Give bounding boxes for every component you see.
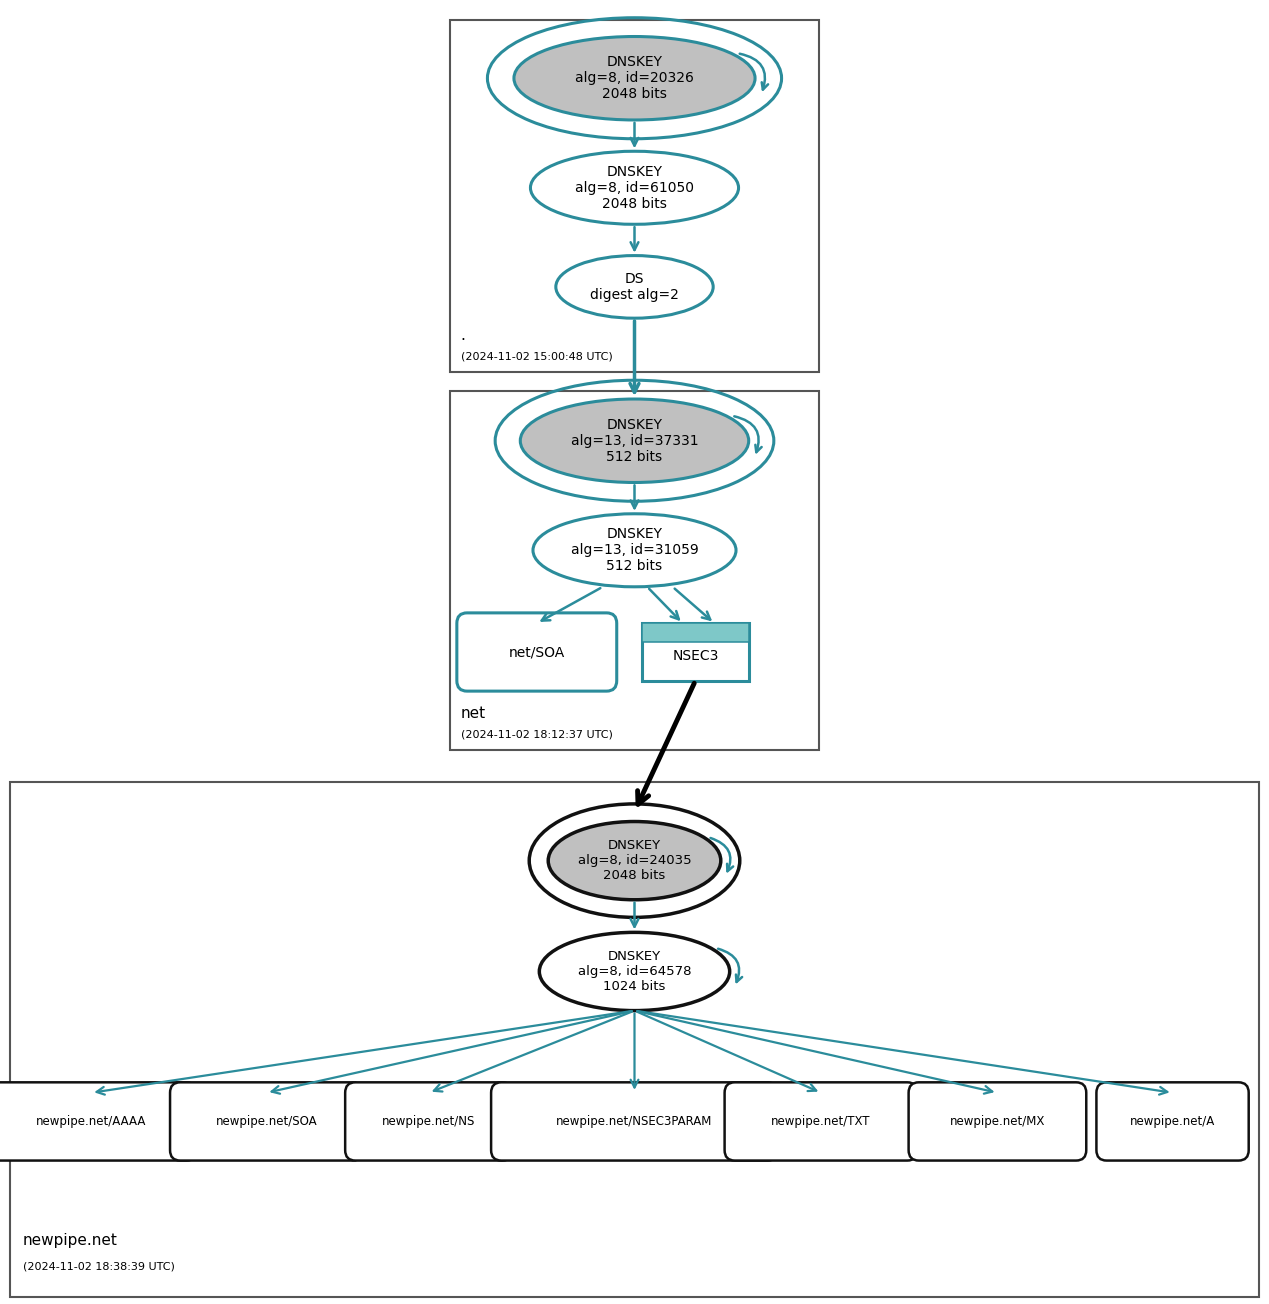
FancyBboxPatch shape: [909, 1082, 1086, 1161]
Text: newpipe.net/SOA: newpipe.net/SOA: [216, 1115, 317, 1128]
Text: (2024-11-02 18:12:37 UTC): (2024-11-02 18:12:37 UTC): [461, 729, 613, 739]
FancyBboxPatch shape: [457, 613, 617, 691]
Text: newpipe.net/A: newpipe.net/A: [1129, 1115, 1216, 1128]
Text: .: .: [461, 327, 466, 343]
FancyBboxPatch shape: [0, 1082, 197, 1161]
Text: newpipe.net/NS: newpipe.net/NS: [382, 1115, 476, 1128]
Text: newpipe.net/AAAA: newpipe.net/AAAA: [37, 1115, 146, 1128]
Text: (2024-11-02 18:38:39 UTC): (2024-11-02 18:38:39 UTC): [23, 1261, 175, 1271]
Text: (2024-11-02 15:00:48 UTC): (2024-11-02 15:00:48 UTC): [461, 351, 613, 361]
FancyBboxPatch shape: [642, 623, 749, 681]
FancyBboxPatch shape: [450, 20, 819, 372]
Text: DNSKEY
alg=8, id=20326
2048 bits: DNSKEY alg=8, id=20326 2048 bits: [575, 55, 694, 102]
Text: newpipe.net/NSEC3PARAM: newpipe.net/NSEC3PARAM: [556, 1115, 713, 1128]
Ellipse shape: [556, 256, 713, 318]
FancyBboxPatch shape: [450, 391, 819, 750]
FancyBboxPatch shape: [1096, 1082, 1249, 1161]
FancyBboxPatch shape: [642, 623, 749, 642]
Text: DS
digest alg=2: DS digest alg=2: [590, 271, 679, 303]
Ellipse shape: [520, 399, 749, 482]
FancyBboxPatch shape: [725, 1082, 917, 1161]
Ellipse shape: [539, 932, 730, 1011]
Text: DNSKEY
alg=13, id=31059
512 bits: DNSKEY alg=13, id=31059 512 bits: [571, 527, 698, 574]
Text: DNSKEY
alg=8, id=61050
2048 bits: DNSKEY alg=8, id=61050 2048 bits: [575, 164, 694, 211]
Text: NSEC3: NSEC3: [673, 649, 718, 664]
Ellipse shape: [548, 822, 721, 900]
Ellipse shape: [514, 37, 755, 120]
Text: DNSKEY
alg=8, id=64578
1024 bits: DNSKEY alg=8, id=64578 1024 bits: [577, 951, 692, 992]
FancyBboxPatch shape: [170, 1082, 363, 1161]
FancyBboxPatch shape: [345, 1082, 513, 1161]
Text: newpipe.net/MX: newpipe.net/MX: [949, 1115, 1046, 1128]
Ellipse shape: [533, 514, 736, 587]
Text: DNSKEY
alg=13, id=37331
512 bits: DNSKEY alg=13, id=37331 512 bits: [571, 417, 698, 464]
FancyBboxPatch shape: [491, 1082, 778, 1161]
Text: newpipe.net: newpipe.net: [23, 1232, 118, 1248]
Ellipse shape: [530, 151, 739, 224]
Text: net: net: [461, 705, 486, 721]
Text: DNSKEY
alg=8, id=24035
2048 bits: DNSKEY alg=8, id=24035 2048 bits: [577, 840, 692, 882]
FancyBboxPatch shape: [10, 782, 1259, 1297]
Text: net/SOA: net/SOA: [509, 645, 565, 659]
Text: newpipe.net/TXT: newpipe.net/TXT: [772, 1115, 871, 1128]
